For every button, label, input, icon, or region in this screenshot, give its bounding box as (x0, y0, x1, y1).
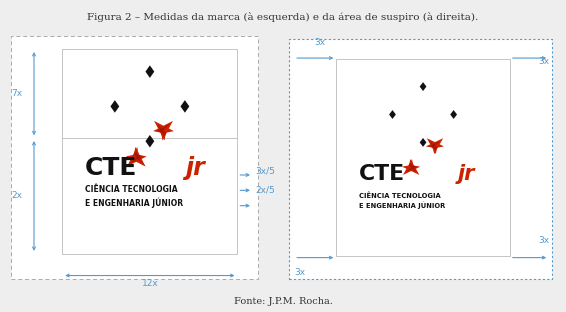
Text: 3x: 3x (294, 268, 305, 277)
Polygon shape (430, 140, 441, 148)
Polygon shape (154, 121, 174, 141)
Text: 2x/5: 2x/5 (255, 186, 275, 195)
Text: CTE: CTE (359, 163, 405, 183)
Text: CIÊNCIA TECNOLOGIA
E ENGENHARIA JÚNIOR: CIÊNCIA TECNOLOGIA E ENGENHARIA JÚNIOR (359, 193, 445, 209)
Polygon shape (145, 135, 155, 148)
Text: CIÊNCIA TECNOLOGIA
E ENGENHARIA JÚNIOR: CIÊNCIA TECNOLOGIA E ENGENHARIA JÚNIOR (85, 185, 183, 208)
Polygon shape (403, 159, 421, 175)
Bar (62, 49, 238, 254)
Polygon shape (157, 124, 170, 133)
Polygon shape (405, 165, 417, 173)
Text: 3x/5: 3x/5 (255, 167, 275, 176)
Polygon shape (145, 65, 155, 78)
Text: CTE: CTE (85, 156, 138, 180)
Text: jr: jr (185, 156, 205, 180)
Polygon shape (409, 163, 417, 173)
Polygon shape (181, 100, 189, 113)
Polygon shape (450, 110, 457, 119)
Text: 3x: 3x (314, 38, 325, 47)
Polygon shape (127, 147, 147, 167)
Polygon shape (426, 138, 443, 154)
Polygon shape (157, 124, 166, 136)
Polygon shape (419, 138, 426, 147)
Text: jr: jr (458, 163, 475, 183)
Polygon shape (427, 138, 444, 154)
Polygon shape (126, 147, 145, 167)
Text: Figura 2 – Medidas da marca (à esquerda) e da área de suspiro (à direita).: Figura 2 – Medidas da marca (à esquerda)… (87, 12, 479, 22)
Text: 12x: 12x (142, 279, 158, 288)
Polygon shape (153, 121, 173, 141)
Text: 3x: 3x (538, 236, 549, 246)
Text: 3x: 3x (538, 57, 549, 66)
Polygon shape (110, 100, 119, 113)
Polygon shape (389, 110, 396, 119)
Text: 7x: 7x (12, 89, 23, 98)
Bar (336, 59, 510, 256)
Polygon shape (134, 151, 143, 164)
Polygon shape (402, 159, 419, 175)
Text: Fonte: J.P.M. Rocha.: Fonte: J.P.M. Rocha. (234, 297, 332, 305)
Polygon shape (429, 140, 437, 151)
Text: 2x: 2x (12, 192, 23, 201)
Polygon shape (130, 155, 143, 164)
Polygon shape (419, 82, 426, 91)
